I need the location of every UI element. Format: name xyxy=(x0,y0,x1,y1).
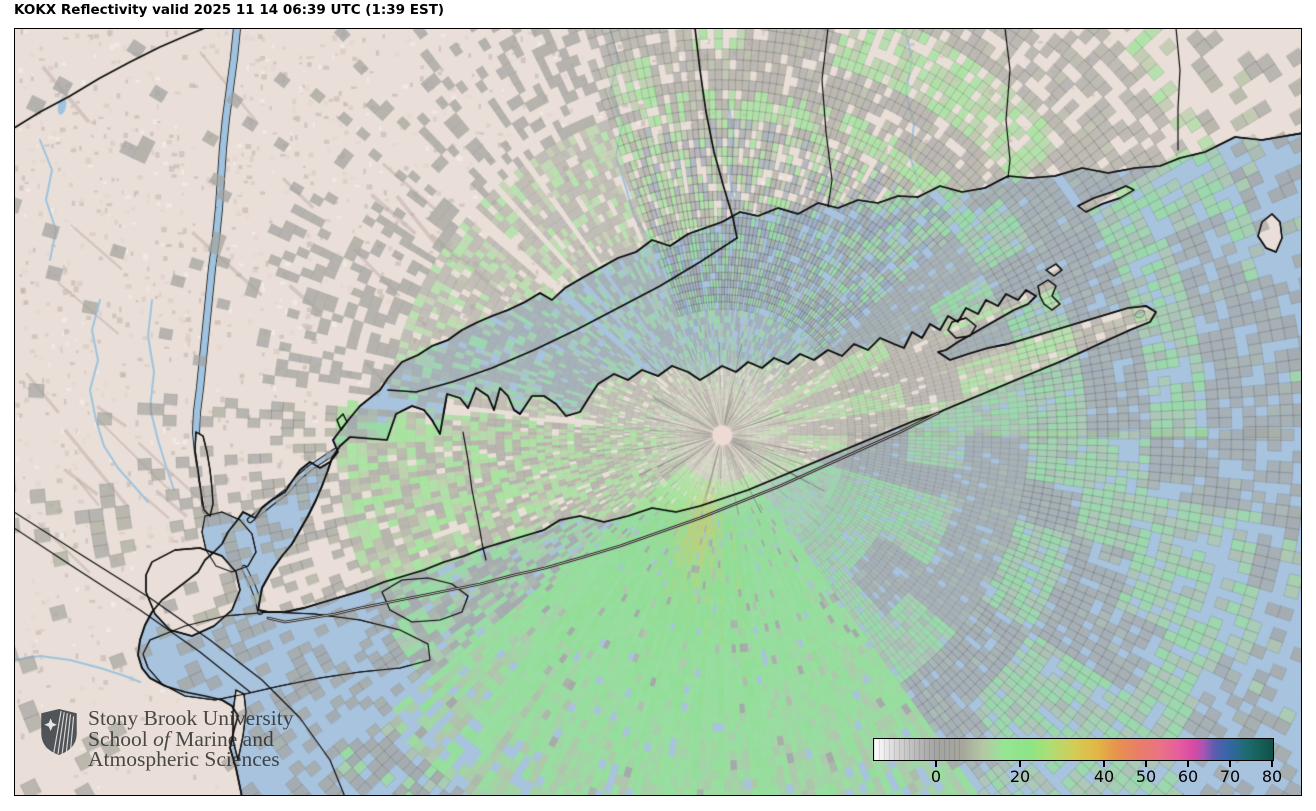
radar-site-marker xyxy=(712,425,732,445)
sbu-logo: Stony Brook University School of Marine … xyxy=(39,708,293,770)
sbu-logo-text: Stony Brook University School of Marine … xyxy=(88,708,293,770)
colorbar-dither-texture xyxy=(874,739,962,760)
sbu-logo-line2: School of Marine and xyxy=(88,726,274,751)
colorbar-tick xyxy=(1145,761,1147,767)
colorbar-gradient xyxy=(873,738,1274,761)
colorbar-tick-label: 20 xyxy=(1009,767,1031,786)
sbu-logo-line1: Stony Brook University xyxy=(88,706,294,730)
sbu-logo-line3: Atmospheric Sciences xyxy=(88,747,280,771)
radar-map-canvas xyxy=(15,29,1301,795)
colorbar-tick-label: 70 xyxy=(1219,767,1241,786)
colorbar-tick-label: 80 xyxy=(1261,767,1283,786)
colorbar-tick xyxy=(1229,761,1231,767)
reflectivity-colorbar: 0 20 40 50 60 70 80 xyxy=(873,738,1282,798)
colorbar-tick xyxy=(1271,761,1273,767)
colorbar-tick-label: 40 xyxy=(1093,767,1115,786)
map-title: KOKX Reflectivity valid 2025 11 14 06:39… xyxy=(14,2,445,18)
colorbar-tick xyxy=(1103,761,1105,767)
colorbar-tick xyxy=(935,761,937,767)
radar-map: Stony Brook University School of Marine … xyxy=(14,28,1302,796)
sbu-shield-icon xyxy=(41,709,77,755)
colorbar-tick-label: 0 xyxy=(930,767,942,786)
colorbar-tick-label: 50 xyxy=(1135,767,1157,786)
colorbar-tick xyxy=(1019,761,1021,767)
colorbar-tick xyxy=(1187,761,1189,767)
colorbar-tick-label: 60 xyxy=(1177,767,1199,786)
